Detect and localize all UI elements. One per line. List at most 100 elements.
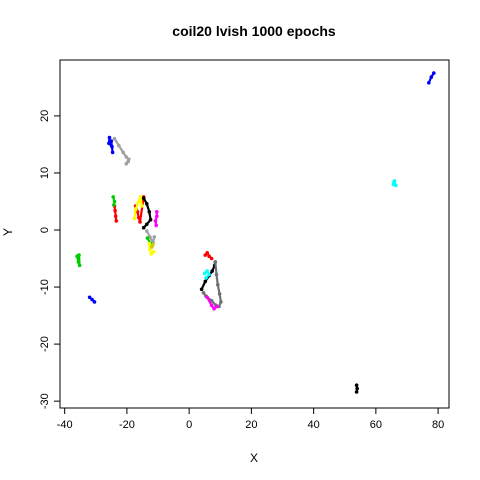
data-point — [207, 272, 211, 277]
data-point — [109, 139, 114, 143]
data-point — [110, 150, 115, 155]
data-point — [151, 243, 155, 247]
series-line — [145, 230, 156, 244]
data-point — [110, 144, 114, 149]
data-point — [205, 251, 209, 255]
data-point — [219, 300, 223, 304]
data-point — [394, 183, 398, 188]
y-axis: -30 -20 -10 0 10 20 — [39, 110, 60, 409]
data-point — [136, 200, 140, 205]
x-tick-label: 0 — [186, 419, 192, 431]
data-point — [217, 292, 222, 296]
data-point — [203, 279, 208, 284]
data-point — [107, 141, 111, 146]
plot-frame — [59, 59, 450, 409]
data-point — [145, 222, 149, 227]
data-point — [138, 220, 142, 224]
data-point — [76, 260, 81, 264]
data-point — [153, 219, 158, 223]
data-point — [113, 214, 118, 219]
data-point — [87, 295, 92, 300]
data-point — [121, 150, 125, 155]
data-point — [154, 223, 158, 228]
y-axis-label: Y — [1, 228, 15, 236]
data-point — [90, 297, 94, 302]
data-point — [147, 210, 152, 214]
data-point — [77, 253, 81, 257]
data-point — [124, 155, 129, 159]
y-tick-label: 20 — [39, 110, 51, 122]
data-point — [126, 159, 130, 164]
data-point — [145, 236, 150, 240]
data-point — [113, 208, 117, 213]
data-point — [213, 260, 218, 264]
data-point — [141, 225, 146, 230]
data-point — [151, 249, 156, 254]
data-point — [201, 291, 206, 295]
y-tick-label: 0 — [39, 227, 51, 233]
data-point — [136, 215, 141, 220]
data-point — [77, 263, 82, 268]
data-point — [111, 195, 115, 199]
data-point — [141, 196, 146, 200]
data-point — [140, 204, 144, 208]
x-tick-label: -40 — [57, 419, 73, 431]
x-axis-label: X — [250, 451, 258, 465]
data-point — [215, 304, 219, 309]
y-tick-label: -10 — [39, 279, 51, 295]
data-point — [152, 235, 157, 239]
data-point — [427, 81, 431, 85]
x-tick-label: -20 — [119, 419, 135, 431]
data-point — [214, 272, 219, 277]
data-point — [354, 390, 359, 394]
chart-title: coil20 lvish 1000 epochs — [172, 23, 336, 39]
data-point — [92, 300, 97, 304]
data-point — [112, 136, 117, 141]
data-point — [210, 269, 214, 273]
data-point — [148, 217, 153, 222]
y-tick-label: -30 — [39, 393, 51, 409]
series-line — [113, 204, 118, 222]
data-point — [355, 386, 360, 391]
data-point — [117, 143, 121, 148]
data-point — [155, 210, 159, 214]
x-tick-label: 60 — [370, 419, 382, 431]
data-point — [149, 252, 153, 256]
data-point — [209, 303, 214, 308]
data-point — [205, 295, 209, 300]
y-tick-label: 10 — [39, 167, 51, 179]
series-line — [206, 296, 219, 310]
data-marks — [75, 71, 436, 394]
data-point — [155, 214, 159, 219]
data-point — [212, 306, 216, 311]
data-point — [392, 180, 396, 184]
data-point — [205, 269, 209, 273]
x-tick-label: 80 — [432, 419, 444, 431]
data-point — [209, 256, 214, 261]
data-point — [202, 271, 207, 276]
data-point — [429, 75, 434, 79]
y-tick-label: -20 — [39, 336, 51, 352]
data-point — [112, 203, 116, 207]
data-point — [145, 202, 149, 206]
series-line — [75, 254, 81, 267]
data-point — [107, 135, 112, 140]
x-tick-label: 40 — [308, 419, 320, 431]
x-tick-label: 20 — [245, 419, 257, 431]
data-point — [132, 216, 137, 221]
data-point — [216, 283, 220, 287]
series-line — [154, 210, 158, 227]
data-point — [114, 219, 119, 223]
data-point — [138, 195, 143, 199]
data-point — [199, 287, 204, 292]
data-point — [354, 383, 359, 388]
data-point — [133, 207, 138, 212]
data-point — [432, 71, 436, 75]
data-point — [145, 229, 149, 233]
x-axis: -40 -20 0 20 40 60 80 — [57, 408, 444, 431]
data-point — [204, 276, 208, 280]
data-point — [112, 199, 117, 204]
data-point — [207, 254, 211, 258]
series-line — [113, 137, 130, 165]
